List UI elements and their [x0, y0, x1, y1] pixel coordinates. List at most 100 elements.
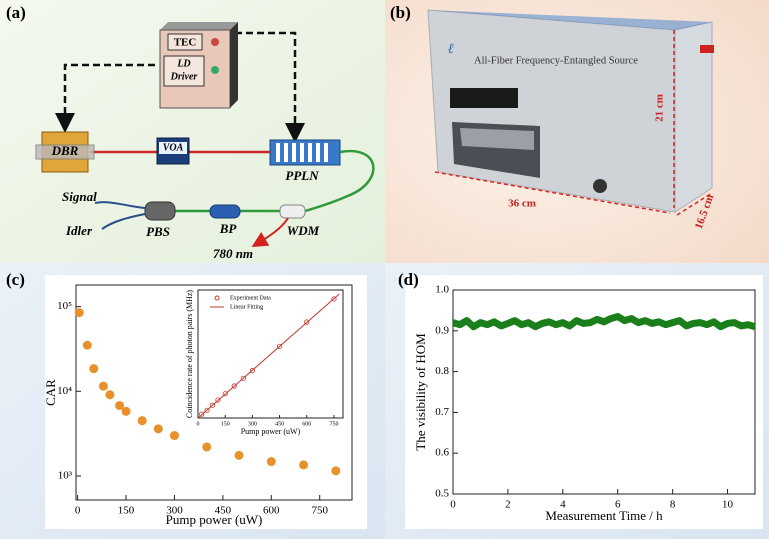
dimension-line	[434, 171, 671, 214]
tec-box	[167, 33, 203, 51]
idler-label: Idler	[65, 223, 93, 238]
y-tick-label: 0.9	[435, 324, 449, 336]
device-photo: ℓ All-Fiber Frequency-Entangled Source 2…	[427, 9, 716, 231]
signal-label: Signal	[62, 189, 97, 204]
data-point	[98, 381, 108, 391]
y-tick-label: 0.7	[435, 406, 449, 418]
pbs-label: PBS	[146, 224, 170, 239]
fiber	[304, 149, 375, 213]
data-point	[209, 402, 216, 408]
control-arrow	[55, 63, 155, 133]
wdm	[279, 204, 306, 219]
ld-label: Driver	[170, 71, 198, 82]
tec-label: TEC	[174, 37, 197, 49]
x-tick-label: 4	[560, 499, 566, 511]
data-point	[304, 319, 310, 325]
data-point	[222, 391, 228, 397]
x-axis-label: Pump power (uW)	[166, 512, 263, 527]
x-tick-label: 600	[302, 421, 311, 427]
setup-diagram: TEC LD Driver DBR VOA PPLN WDM BP PBS Si…	[35, 22, 375, 261]
x-tick-label: 0	[450, 499, 456, 511]
box-top	[160, 22, 238, 30]
legend-swatch	[214, 295, 220, 301]
x-tick-label: 600	[263, 505, 280, 517]
dbr-mount	[35, 144, 95, 160]
fiber	[94, 201, 146, 209]
data-point	[105, 390, 115, 400]
y-tick-label: 0.8	[435, 365, 449, 377]
x-tick-label: 10	[722, 499, 734, 511]
x-tick-label: 750	[329, 421, 338, 427]
control-arrow	[235, 31, 305, 143]
knob	[211, 66, 219, 74]
plot-frame	[452, 289, 756, 495]
x-tick-label: 450	[275, 421, 284, 427]
data-point	[240, 375, 246, 381]
y-tick-label: 0.5	[435, 488, 449, 500]
data-point	[169, 431, 179, 441]
x-tick-label: 2	[505, 499, 511, 511]
y-tick-label: 10³	[58, 469, 73, 481]
data-point	[299, 460, 309, 470]
ppln	[269, 139, 341, 166]
wavelength-label: 780 nm	[213, 246, 253, 261]
data-point	[115, 400, 125, 410]
data-point	[82, 340, 92, 350]
width-label: 36 cm	[508, 198, 536, 210]
data-point	[215, 397, 221, 403]
knob	[593, 179, 607, 193]
data-point	[266, 457, 276, 467]
y-tick-label: 10⁴	[57, 385, 72, 397]
fiber	[101, 213, 146, 230]
output-arrow	[251, 217, 289, 248]
data-point	[234, 450, 244, 460]
data-point	[331, 296, 337, 302]
x-tick-label: 8	[670, 499, 676, 511]
logo: ℓ	[448, 42, 454, 57]
x-tick-label: 150	[221, 421, 230, 427]
x-tick-label: 0	[75, 505, 81, 517]
x-tick-label: 6	[615, 499, 621, 511]
legend-label: Experiment Data	[230, 295, 271, 301]
panel-label: (d)	[398, 270, 419, 289]
x-tick-label: 450	[215, 505, 232, 517]
x-tick-label: 300	[166, 505, 183, 517]
plot-frame	[75, 284, 353, 501]
x-axis-label: Measurement Time / h	[545, 508, 663, 523]
y-tick-label: 0.6	[435, 447, 449, 459]
data-point	[74, 308, 84, 318]
ppln-label: PPLN	[285, 168, 319, 183]
connector	[700, 45, 714, 53]
data-point	[231, 383, 237, 389]
data-point	[249, 368, 255, 374]
y-tick-label: 10⁵	[57, 300, 72, 312]
panel-label: (c)	[6, 270, 25, 289]
y-axis-label: The visibility of HOM	[413, 333, 428, 451]
data-point	[199, 411, 205, 417]
x-tick-label: 0	[197, 421, 200, 427]
ppln-stripes	[276, 143, 328, 162]
data-point	[276, 343, 283, 349]
dbr-label: DBR	[51, 143, 79, 158]
x-tick-label: 300	[248, 421, 257, 427]
data-point	[137, 416, 147, 426]
display	[450, 88, 518, 108]
legend-label: Linear Fitting	[230, 304, 263, 310]
voa-window	[159, 142, 187, 154]
data-point	[331, 466, 341, 476]
data-point	[89, 364, 99, 374]
fit-line	[197, 293, 340, 419]
ld-box	[163, 55, 205, 87]
panel-label: (a)	[6, 3, 26, 22]
box-side	[230, 22, 238, 108]
x-tick-label: 150	[118, 505, 135, 517]
bp-label: BP	[219, 221, 238, 236]
ld-label: LD	[176, 58, 190, 69]
y-axis-label: CAR	[43, 379, 58, 406]
voa-label: VOA	[163, 142, 184, 153]
data-line	[452, 313, 756, 331]
y-axis-label: Coincidence rate of photon pairs (MHz)	[185, 290, 194, 419]
panel-label: (b)	[390, 3, 411, 22]
plot-bg	[405, 275, 763, 529]
